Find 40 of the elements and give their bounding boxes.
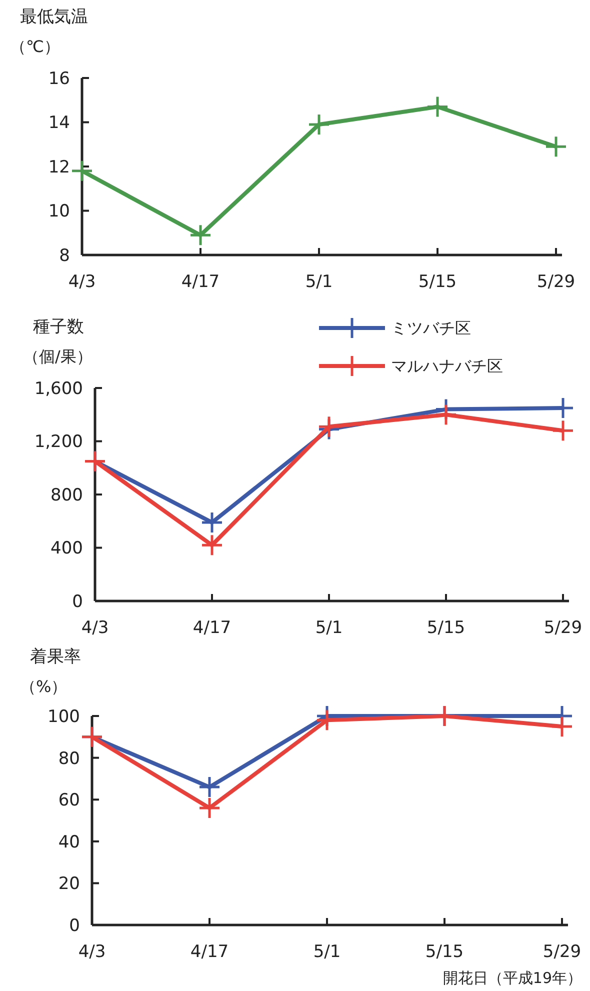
x-tick-label: 5/1 <box>313 942 341 962</box>
x-tick-label: 4/17 <box>190 942 229 962</box>
legend-label: ミツバチ区 <box>391 318 471 338</box>
y-tick-label: 10 <box>48 202 70 222</box>
x-tick-label: 4/17 <box>192 618 232 638</box>
y-axis-title: （個/果） <box>23 347 92 366</box>
chart-title: 最低気温 <box>20 7 88 27</box>
y-tick-label: 400 <box>50 538 83 559</box>
y-tick-label: 800 <box>50 485 83 506</box>
x-tick-label: 5/29 <box>542 942 582 962</box>
x-tick-label: 4/3 <box>68 272 96 292</box>
y-tick-label: 12 <box>48 157 70 178</box>
x-axis-title: 開花日（平成19年） <box>442 969 582 987</box>
x-tick-label: 4/3 <box>81 618 109 638</box>
y-axis-title: （%） <box>20 677 68 696</box>
y-tick-label: 0 <box>69 916 80 936</box>
x-tick-label: 4/17 <box>181 272 220 292</box>
chart-title: 着果率 <box>30 647 81 667</box>
y-tick-label: 40 <box>58 832 80 852</box>
y-tick-label: 100 <box>48 706 80 727</box>
x-tick-label: 5/15 <box>426 618 466 638</box>
x-tick-label: 5/29 <box>536 272 576 292</box>
y-tick-label: 60 <box>58 790 80 811</box>
chart-title: 種子数 <box>33 317 84 337</box>
y-tick-label: 1,200 <box>34 432 83 452</box>
y-axis-title: （℃） <box>10 37 60 56</box>
x-tick-label: 5/1 <box>305 272 333 292</box>
x-tick-label: 5/1 <box>315 618 343 638</box>
y-tick-label: 14 <box>48 113 70 134</box>
x-tick-label: 4/3 <box>78 942 106 962</box>
y-tick-label: 1,600 <box>34 378 83 399</box>
y-tick-label: 80 <box>58 748 80 769</box>
y-tick-label: 16 <box>48 68 70 89</box>
x-tick-label: 5/15 <box>418 272 457 292</box>
x-tick-label: 5/29 <box>544 618 582 638</box>
y-tick-label: 8 <box>59 246 70 266</box>
legend-label: マルハナバチ区 <box>391 356 503 376</box>
y-tick-label: 20 <box>58 874 80 894</box>
y-tick-label: 0 <box>72 592 83 612</box>
x-tick-label: 5/15 <box>425 942 464 962</box>
